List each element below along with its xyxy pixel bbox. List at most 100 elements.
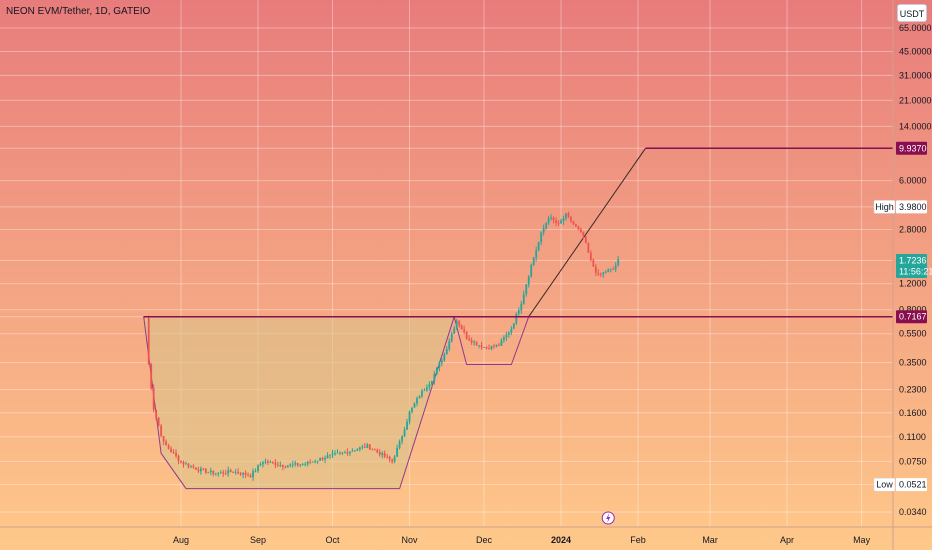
candle-body [493,345,495,347]
candle-body [227,470,230,474]
candle-body [426,387,428,391]
candle-body [249,475,252,478]
candle-body [547,218,550,224]
high-badge-box [896,200,927,214]
candle-body [234,471,237,473]
candle-body [617,259,620,266]
candle-body [580,229,582,232]
candle-body [483,347,485,348]
candle-body [453,328,456,334]
candle-body [199,468,202,472]
candle-body [498,344,500,346]
candle-body [185,463,187,465]
y-tick-label: 1.2000 [899,279,927,289]
candle-body [334,453,336,454]
candle-body [321,457,324,460]
candle-body [567,213,570,217]
candle-body [239,473,242,475]
candle-body [500,340,503,346]
candle-body [232,471,235,473]
candle-body [517,310,520,314]
candle-body [570,216,572,222]
candle-body [346,452,349,454]
candle-body [396,447,398,457]
candle-body [428,384,431,388]
x-tick-label: Aug [173,535,189,545]
candle-body [254,470,257,472]
candle-body [229,470,232,472]
candle-body [339,452,341,454]
candles [147,211,620,481]
candle-body [294,463,297,465]
candle-body [473,341,475,343]
candle-body [552,217,555,221]
candle-body [331,453,334,455]
candle-body [257,465,259,471]
low-badge: 0.0521 [899,480,927,490]
candle-body [408,411,411,422]
price-axis[interactable]: 65.0000 45.0000 31.0000 21.0000 14.0000 6.000… [892,0,932,550]
candle-body [314,461,317,463]
candle-body [381,453,384,455]
high-badge-tag: High [875,202,894,212]
candle-body [560,221,562,224]
candle-body [520,303,523,311]
candle-body [329,454,331,456]
candle-body [525,284,528,295]
lightning-icon [606,513,611,523]
candle-body [411,407,413,412]
candle-body [577,226,580,230]
resistance-badge-box [896,141,927,155]
candle-body [272,461,274,463]
candle-body [192,466,195,468]
candle-body [522,294,525,304]
candle-body [604,272,607,273]
candle-body [565,213,567,219]
y-tick-label: 6.0000 [899,176,927,186]
candle-body [575,224,577,227]
candle-body [316,460,319,462]
currency-button[interactable]: USDT [897,4,927,22]
candle-body [296,463,299,466]
high-badge: 3.9800 [899,202,927,212]
candle-body [609,269,612,270]
candle-body [448,341,451,350]
candle-body [252,471,254,478]
candle-body [167,445,170,449]
candle-body [478,345,480,346]
candle-body [175,452,177,457]
candle-body [443,354,446,361]
candle-body [319,457,321,461]
candle-body [540,232,543,242]
projection-line [528,148,646,317]
candle-body [458,320,461,326]
y-tick-label: 45.0000 [899,47,932,57]
candle-body [599,274,602,276]
candle-body [557,223,560,224]
candle-body [490,345,493,350]
candle-body [391,459,394,462]
candle-body [607,269,610,273]
candle-body [172,451,175,453]
candle-body [197,469,200,472]
candle-body [152,388,155,410]
candle-body [267,461,269,463]
candle-body [301,464,304,465]
x-tick-label: Nov [402,535,419,545]
candle-body [421,390,423,397]
y-tick-label: 0.3500 [899,358,927,368]
candle-body [587,243,590,253]
candle-body [438,362,441,368]
candle-body [170,448,172,452]
x-tick-label: Mar [702,535,718,545]
candle-body [383,453,386,457]
candle-body [485,347,488,349]
time-axis[interactable]: Aug Sep Oct Nov Dec 2024 Feb Mar Apr May [0,526,932,545]
candle-body [406,421,408,430]
candle-body [555,220,557,224]
candle-body [222,472,225,474]
candle-body [309,461,312,463]
